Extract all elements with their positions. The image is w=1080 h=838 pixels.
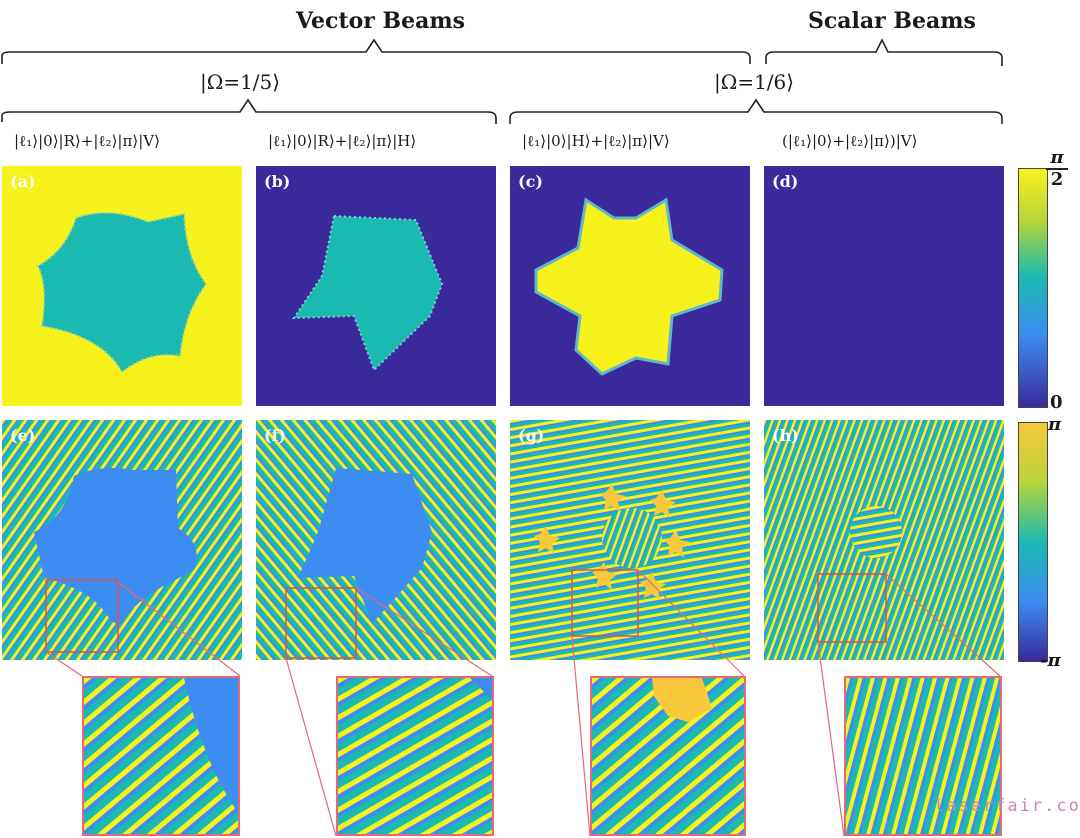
colorbar-bottom-min-label: -π <box>1040 650 1061 671</box>
vector-beams-title: Vector Beams <box>296 8 466 34</box>
colorbar-top <box>1018 168 1048 408</box>
panel-label-e: (e) <box>10 426 36 445</box>
scalar-beams-title: Scalar Beams <box>808 8 976 34</box>
panel-h: (h) <box>764 420 1004 660</box>
panel-a: (a) <box>2 166 242 406</box>
colorbar-top-min-label: 0 <box>1050 392 1063 413</box>
panel-label-h: (h) <box>772 426 799 445</box>
zoom-panel-g <box>590 676 746 836</box>
vector-beams-brace <box>1 38 751 64</box>
omega-left-label: |Ω=1/5⟩ <box>200 70 281 94</box>
panel-e: (e) <box>2 420 242 660</box>
colorbar-top-max-label: π 2 <box>1046 148 1068 190</box>
state-label-2: |ℓ₁⟩|0⟩|R⟩+|ℓ₂⟩|π⟩|H⟩ <box>268 132 417 150</box>
scalar-beams-brace <box>765 38 1003 66</box>
watermark: laserfair.com <box>934 796 1080 816</box>
panel-label-d: (d) <box>772 172 799 191</box>
panel-label-f: (f) <box>264 426 287 445</box>
zoom-panel-h <box>844 676 1002 836</box>
state-label-3: |ℓ₁⟩|0⟩|H⟩+|ℓ₂⟩|π⟩|V⟩ <box>522 132 670 150</box>
colorbar-bottom <box>1018 422 1048 662</box>
zoom-panel-f <box>336 676 494 836</box>
panel-label-b: (b) <box>264 172 291 191</box>
panel-label-a: (a) <box>10 172 36 191</box>
panel-g: (g) <box>510 420 750 660</box>
state-label-1: |ℓ₁⟩|0⟩|R⟩+|ℓ₂⟩|π⟩|V⟩ <box>14 132 160 150</box>
panel-label-g: (g) <box>518 426 545 445</box>
panel-f: (f) <box>256 420 496 660</box>
panel-d: (d) <box>764 166 1004 406</box>
zoom-panel-e <box>82 676 240 836</box>
grouping-braces <box>1 38 1003 124</box>
omega-right-label: |Ω=1/6⟩ <box>714 70 795 94</box>
colorbar-bottom-max-label: π <box>1048 414 1062 435</box>
omega-right-brace <box>509 98 1003 124</box>
state-label-4: (|ℓ₁⟩|0⟩+|ℓ₂⟩|π⟩)|V⟩ <box>782 132 918 150</box>
panel-label-c: (c) <box>518 172 543 191</box>
omega-left-brace <box>1 98 497 124</box>
panel-c: (c) <box>510 166 750 406</box>
panel-b: (b) <box>256 166 496 406</box>
